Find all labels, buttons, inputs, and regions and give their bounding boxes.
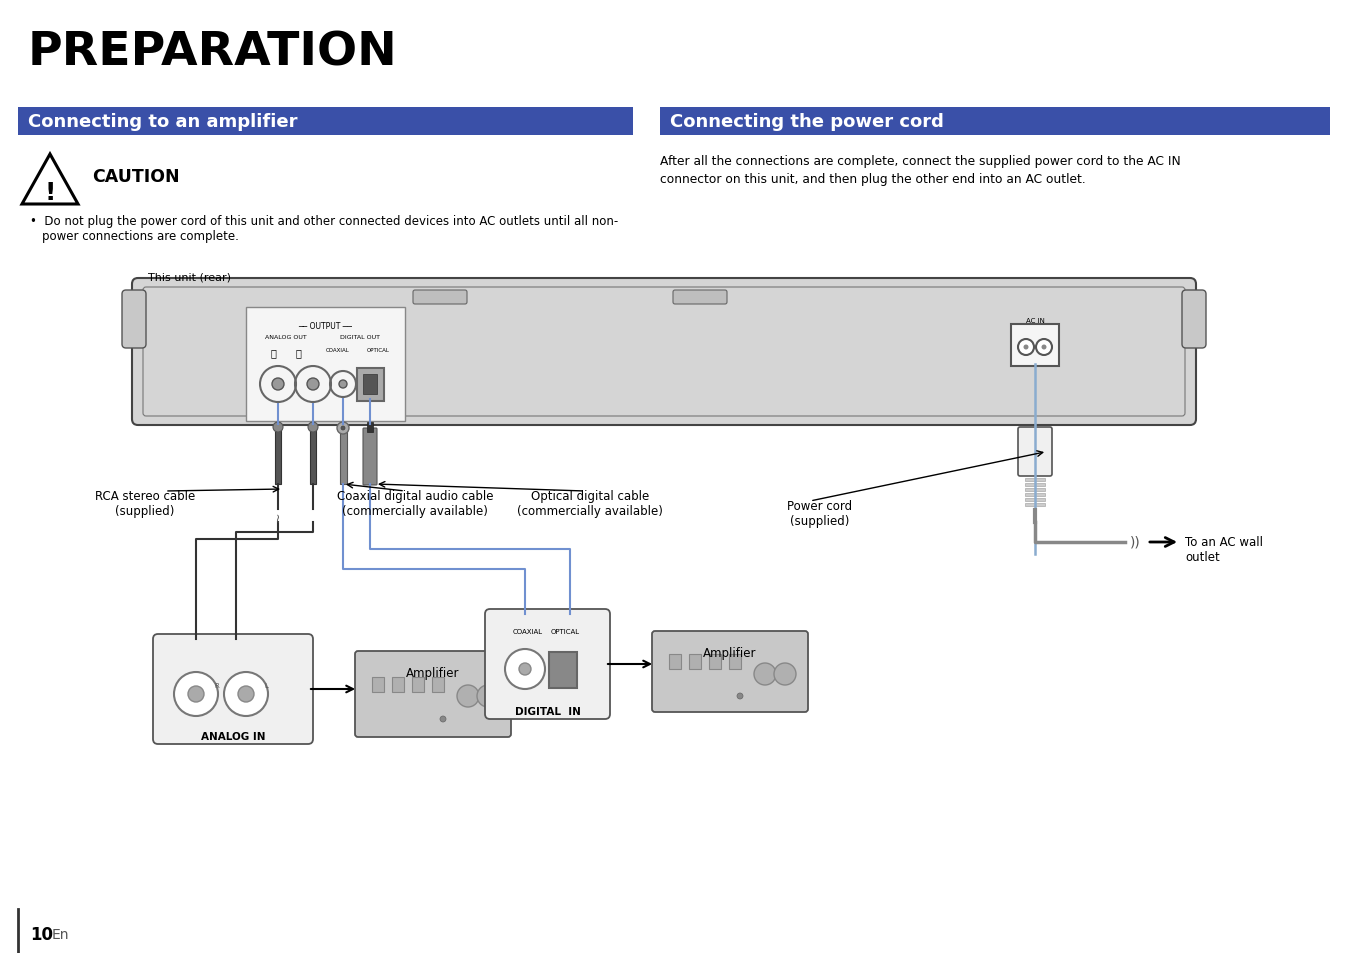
Text: !: !	[44, 181, 55, 205]
Circle shape	[737, 693, 743, 700]
Text: L: L	[264, 682, 268, 688]
Text: Optical digital cable
(commercially available): Optical digital cable (commercially avai…	[518, 490, 663, 517]
FancyBboxPatch shape	[143, 288, 1185, 416]
Bar	[1024, 478, 1045, 481]
FancyBboxPatch shape	[412, 291, 466, 305]
Text: CAUTION: CAUTION	[92, 168, 179, 186]
Text: OPTICAL: OPTICAL	[367, 348, 390, 353]
Text: AC IN: AC IN	[1026, 317, 1045, 324]
Text: ── OUTPUT ──: ── OUTPUT ──	[298, 322, 352, 331]
Circle shape	[774, 663, 797, 685]
FancyBboxPatch shape	[245, 308, 404, 421]
Text: To an AC wall
outlet: To an AC wall outlet	[1185, 536, 1263, 563]
Bar	[661, 108, 1330, 136]
Circle shape	[338, 380, 346, 389]
Text: COAXIAL: COAXIAL	[326, 348, 350, 353]
Circle shape	[519, 663, 531, 676]
Text: •  Do not plug the power cord of this unit and other connected devices into AC o: • Do not plug the power cord of this uni…	[30, 214, 619, 228]
Text: Connecting to an amplifier: Connecting to an amplifier	[28, 112, 298, 131]
Bar	[1024, 494, 1045, 497]
Text: Ⓛ: Ⓛ	[295, 348, 301, 357]
Text: Coaxial digital audio cable
(commercially available): Coaxial digital audio cable (commerciall…	[337, 490, 493, 517]
FancyBboxPatch shape	[154, 635, 313, 744]
Bar	[367, 422, 373, 433]
Bar	[310, 424, 315, 484]
Bar	[275, 424, 280, 484]
FancyBboxPatch shape	[549, 652, 577, 688]
Text: Amplifier: Amplifier	[406, 666, 460, 679]
Bar	[729, 655, 741, 669]
Bar	[709, 655, 721, 669]
Circle shape	[274, 422, 283, 433]
Circle shape	[307, 422, 318, 433]
Circle shape	[1023, 345, 1029, 350]
Bar	[18, 108, 634, 136]
FancyBboxPatch shape	[363, 429, 377, 485]
Bar	[1024, 498, 1045, 501]
FancyBboxPatch shape	[485, 609, 611, 720]
Text: PREPARATION: PREPARATION	[28, 30, 398, 75]
Circle shape	[224, 672, 268, 717]
FancyBboxPatch shape	[355, 651, 511, 738]
Text: DIGITAL  IN: DIGITAL IN	[515, 706, 581, 717]
Circle shape	[754, 663, 776, 685]
FancyBboxPatch shape	[1018, 428, 1051, 476]
FancyBboxPatch shape	[132, 278, 1196, 426]
Circle shape	[341, 427, 345, 431]
Text: Connecting the power cord: Connecting the power cord	[670, 112, 944, 131]
Bar	[363, 375, 377, 395]
Circle shape	[1037, 339, 1051, 355]
Bar	[412, 678, 425, 692]
Circle shape	[477, 685, 499, 707]
Text: En: En	[53, 927, 70, 941]
Bar	[431, 678, 443, 692]
Text: )): ))	[1130, 536, 1140, 550]
Text: power connections are complete.: power connections are complete.	[42, 230, 239, 243]
Circle shape	[307, 378, 319, 391]
Circle shape	[506, 649, 545, 689]
Text: R: R	[214, 682, 218, 688]
Text: After all the connections are complete, connect the supplied power cord to the A: After all the connections are complete, …	[661, 154, 1181, 186]
Bar	[392, 678, 404, 692]
Text: Power cord
(supplied): Power cord (supplied)	[787, 499, 852, 527]
Circle shape	[272, 378, 284, 391]
Circle shape	[1018, 339, 1034, 355]
Bar	[1024, 503, 1045, 506]
FancyBboxPatch shape	[673, 291, 727, 305]
Text: This unit (rear): This unit (rear)	[148, 272, 231, 282]
Text: ANALOG IN: ANALOG IN	[201, 731, 266, 741]
Bar	[689, 655, 701, 669]
Bar	[372, 678, 384, 692]
FancyBboxPatch shape	[123, 291, 146, 349]
Bar	[669, 655, 681, 669]
Circle shape	[457, 685, 479, 707]
Circle shape	[239, 686, 253, 702]
FancyBboxPatch shape	[1182, 291, 1206, 349]
Text: RCA stereo cable
(supplied): RCA stereo cable (supplied)	[94, 490, 195, 517]
Text: 10: 10	[30, 925, 53, 943]
Text: ~: ~	[271, 511, 284, 521]
FancyBboxPatch shape	[652, 631, 807, 712]
Circle shape	[1042, 345, 1046, 350]
Text: Amplifier: Amplifier	[704, 646, 756, 659]
Circle shape	[337, 422, 349, 435]
Bar	[1024, 489, 1045, 492]
Text: Ⓡ: Ⓡ	[270, 348, 276, 357]
Circle shape	[439, 717, 446, 722]
FancyBboxPatch shape	[356, 368, 383, 401]
Circle shape	[187, 686, 204, 702]
Bar	[1024, 483, 1045, 486]
Text: OPTICAL: OPTICAL	[551, 628, 580, 635]
Circle shape	[174, 672, 218, 717]
FancyBboxPatch shape	[1011, 325, 1060, 367]
Text: COAXIAL: COAXIAL	[514, 628, 543, 635]
Bar	[340, 424, 346, 484]
Text: DIGITAL OUT: DIGITAL OUT	[340, 335, 380, 339]
Text: ANALOG OUT: ANALOG OUT	[266, 335, 307, 339]
